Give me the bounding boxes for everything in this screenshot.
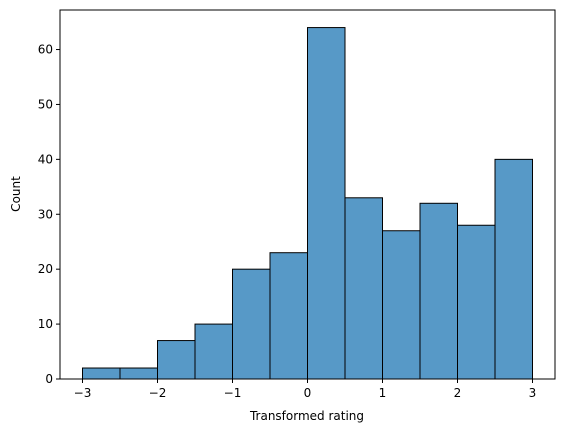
x-tick-label: −1	[224, 386, 242, 400]
x-tick-label: 3	[529, 386, 537, 400]
x-tick-label: 0	[304, 386, 312, 400]
histogram-bar	[232, 268, 271, 380]
histogram-bar	[269, 252, 308, 380]
y-tick-label: 40	[38, 152, 53, 166]
y-tick-label: 10	[38, 317, 53, 331]
histogram-bar	[307, 27, 346, 380]
histogram-bar	[119, 367, 158, 380]
y-tick-label: 0	[45, 372, 53, 386]
x-axis-ticks: −3 −2 −1 0 1 2 3	[74, 379, 537, 400]
histogram-bars	[82, 27, 533, 380]
y-axis-label: Count	[9, 176, 23, 212]
histogram-bar	[82, 367, 121, 380]
y-tick-label: 20	[38, 262, 53, 276]
histogram-bar	[344, 197, 383, 380]
x-tick-label: −2	[149, 386, 167, 400]
histogram-bar	[157, 340, 196, 380]
x-axis-label: Transformed rating	[249, 409, 364, 423]
x-tick-label: 1	[379, 386, 387, 400]
histogram-bar	[457, 224, 496, 380]
histogram-bar	[419, 202, 458, 380]
y-axis-ticks: 0 10 20 30 40 50 60	[38, 43, 60, 386]
y-tick-label: 50	[38, 97, 53, 111]
y-tick-label: 30	[38, 207, 53, 221]
x-tick-label: −3	[74, 386, 92, 400]
x-tick-label: 2	[454, 386, 462, 400]
y-tick-label: 60	[38, 43, 53, 57]
histogram-bar	[494, 158, 533, 380]
histogram-bar	[194, 323, 233, 380]
histogram-bar	[382, 230, 421, 380]
